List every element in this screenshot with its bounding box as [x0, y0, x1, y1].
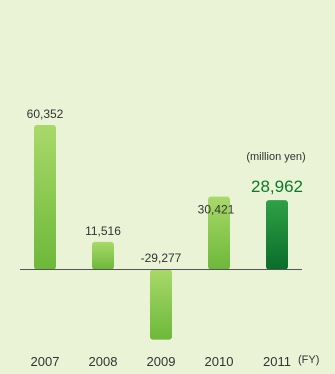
data-label-2011: 28,962	[251, 177, 303, 196]
bar-2009	[150, 269, 172, 340]
bar-2007	[34, 125, 56, 270]
data-label-2007: 60,352	[27, 107, 64, 121]
data-labels: 60,352 11,516 -29,277 30,421 28,962	[27, 107, 303, 265]
x-tick-2011: 2011	[263, 354, 291, 369]
x-tick-2009: 2009	[147, 354, 176, 369]
bar-2011	[266, 200, 288, 270]
x-tick-2007: 2007	[31, 354, 60, 369]
unit-label: (million yen)	[246, 151, 305, 163]
data-label-2008: 11,516	[85, 224, 121, 238]
x-axis-suffix: (FY)	[298, 354, 319, 366]
x-tick-2010: 2010	[205, 354, 234, 369]
x-axis-ticks: 2007 2008 2009 2010 2011	[31, 354, 291, 369]
bars	[34, 125, 288, 340]
bar-2008	[92, 241, 114, 270]
data-label-2009: -29,277	[141, 251, 182, 265]
bar-2010	[208, 196, 230, 270]
data-label-2010: 30,421	[198, 203, 235, 217]
x-tick-2008: 2008	[89, 354, 118, 369]
